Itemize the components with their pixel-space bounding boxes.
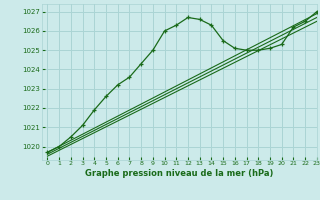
X-axis label: Graphe pression niveau de la mer (hPa): Graphe pression niveau de la mer (hPa) [85, 169, 273, 178]
